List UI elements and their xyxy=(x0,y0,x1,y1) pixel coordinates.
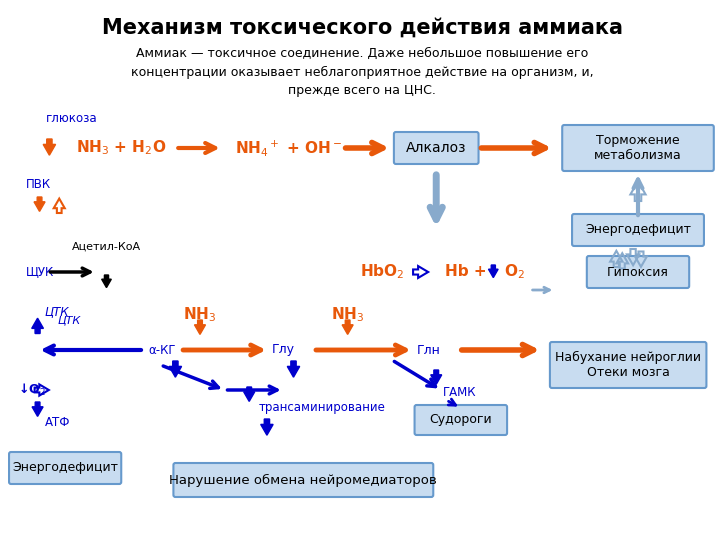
Polygon shape xyxy=(43,139,55,155)
Text: NH$_3$ + H$_2$O: NH$_3$ + H$_2$O xyxy=(76,139,166,157)
Polygon shape xyxy=(431,370,442,384)
Text: Алкалоз: Алкалоз xyxy=(406,141,467,155)
Text: HbO$_2$: HbO$_2$ xyxy=(360,262,405,281)
Text: глюкоза: глюкоза xyxy=(45,111,97,125)
Polygon shape xyxy=(342,320,353,334)
Text: Глу: Глу xyxy=(272,343,295,356)
FancyBboxPatch shape xyxy=(415,405,507,435)
Text: ЦТК: ЦТК xyxy=(45,306,70,319)
Text: Аммиак — токсичное соединение. Даже небольшое повышение его
концентрации оказыва: Аммиак — токсичное соединение. Даже небо… xyxy=(131,48,594,97)
Text: АТФ: АТФ xyxy=(45,415,70,429)
Polygon shape xyxy=(287,361,300,377)
FancyBboxPatch shape xyxy=(572,214,704,246)
Text: NH$_3$: NH$_3$ xyxy=(184,306,217,325)
Text: α-КГ: α-КГ xyxy=(149,343,176,356)
Text: ЦТК: ЦТК xyxy=(58,315,81,325)
Text: Ацетил-КоА: Ацетил-КоА xyxy=(72,242,141,252)
Polygon shape xyxy=(261,419,273,435)
Text: Торможение
метаболизма: Торможение метаболизма xyxy=(594,134,682,162)
Text: NH$_3$: NH$_3$ xyxy=(331,306,364,325)
Text: Гипоксия: Гипоксия xyxy=(607,266,669,279)
Text: ↓O$_2$: ↓O$_2$ xyxy=(18,382,46,398)
FancyBboxPatch shape xyxy=(587,256,689,288)
Polygon shape xyxy=(243,387,255,401)
Polygon shape xyxy=(32,402,43,416)
Text: Набухание нейроглии
Отеки мозга: Набухание нейроглии Отеки мозга xyxy=(555,351,701,379)
Text: ПВК: ПВК xyxy=(26,179,51,192)
FancyBboxPatch shape xyxy=(174,463,433,497)
Text: Энергодефицит: Энергодефицит xyxy=(585,224,691,237)
Text: Судороги: Судороги xyxy=(430,414,492,427)
Text: ГАМК: ГАМК xyxy=(443,386,477,399)
Text: Энергодефицит: Энергодефицит xyxy=(12,462,118,475)
Text: Глн: Глн xyxy=(417,343,441,356)
Polygon shape xyxy=(32,318,43,334)
Text: Hb +: Hb + xyxy=(445,265,487,280)
Text: O$_2$: O$_2$ xyxy=(504,262,525,281)
Text: трансаминирование: трансаминирование xyxy=(259,402,386,415)
FancyBboxPatch shape xyxy=(562,125,714,171)
FancyBboxPatch shape xyxy=(9,452,121,484)
Text: Нарушение обмена нейромедиаторов: Нарушение обмена нейромедиаторов xyxy=(169,474,437,487)
Text: Механизм токсического действия аммиака: Механизм токсического действия аммиака xyxy=(102,18,623,38)
FancyBboxPatch shape xyxy=(550,342,706,388)
FancyBboxPatch shape xyxy=(394,132,479,164)
Text: NH$_4$$^+$ + OH$^-$: NH$_4$$^+$ + OH$^-$ xyxy=(235,138,342,158)
Polygon shape xyxy=(194,320,205,334)
Polygon shape xyxy=(102,275,112,288)
Polygon shape xyxy=(34,197,45,211)
Polygon shape xyxy=(169,361,181,377)
Polygon shape xyxy=(488,265,498,278)
Text: ЩУК: ЩУК xyxy=(26,266,54,279)
